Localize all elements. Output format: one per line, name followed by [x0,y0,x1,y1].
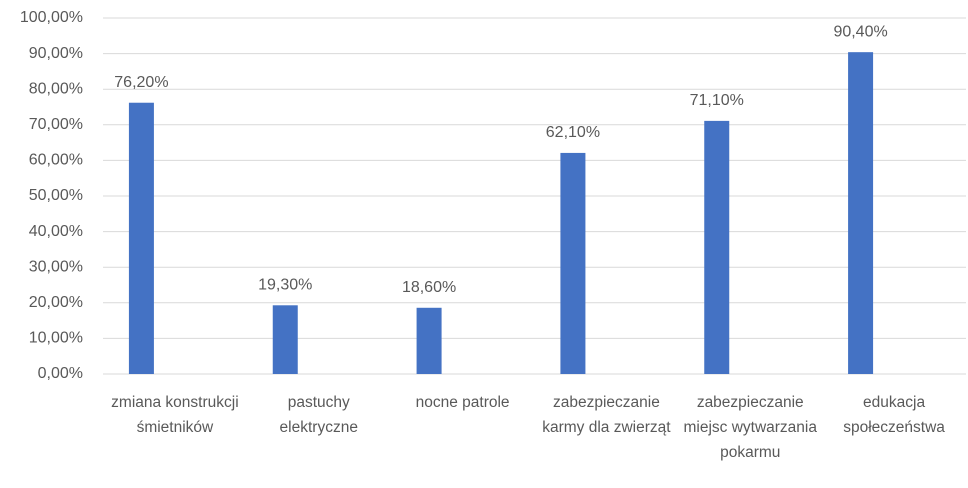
data-label: 90,40% [833,23,887,40]
data-label: 18,60% [402,279,456,296]
y-tick-label: 30,00% [29,258,83,275]
data-label: 76,20% [114,74,168,91]
bar [416,307,442,374]
y-tick-label: 40,00% [29,223,83,240]
x-tick-label: zmiana konstrukcji śmietników [111,394,239,436]
data-label: 19,30% [258,277,312,294]
bar [272,305,298,374]
data-label: 71,10% [690,92,744,109]
y-tick-label: 50,00% [29,187,83,204]
bar [128,102,154,374]
x-tick-label: zabezpieczanie miejsc wytwarzania pokarm… [683,394,817,461]
y-tick-label: 20,00% [29,294,83,311]
bar [848,52,874,375]
bar [704,120,730,374]
x-tick-label: edukacja społeczeństwa [843,394,945,436]
data-label: 62,10% [546,124,600,141]
y-tick-label: 10,00% [29,330,83,347]
y-tick-label: 100,00% [20,9,83,26]
y-tick-label: 60,00% [29,152,83,169]
x-tick-label: pastuchy elektryczne [279,394,358,436]
x-tick-label: zabezpieczanie karmy dla zwierząt [542,394,671,436]
bar [560,152,586,374]
y-tick-label: 0,00% [38,365,83,382]
y-tick-label: 90,00% [29,45,83,62]
y-tick-label: 70,00% [29,116,83,133]
x-tick-label: nocne patrole [415,394,510,411]
y-tick-label: 80,00% [29,80,83,97]
